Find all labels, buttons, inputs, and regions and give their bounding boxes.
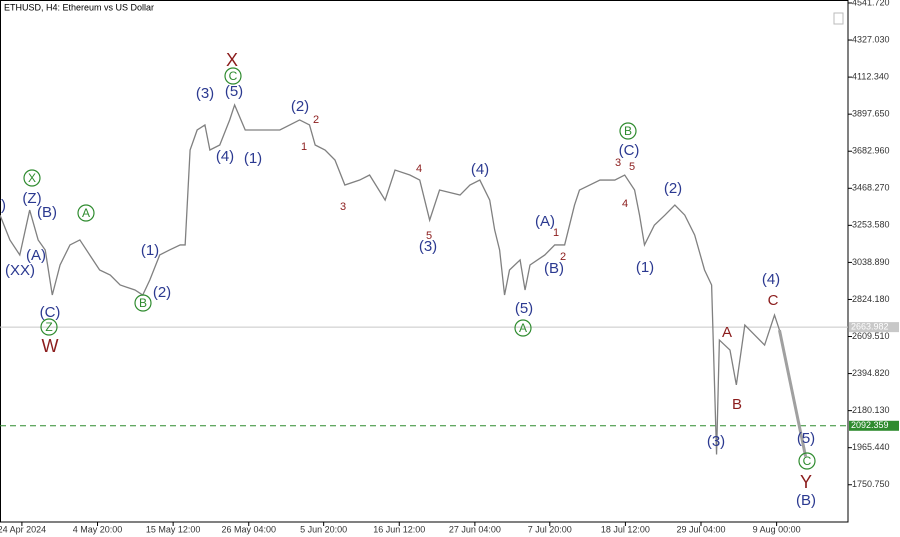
wave-label: A (519, 321, 527, 335)
y-tick-label: 2609.510 (852, 331, 890, 341)
wave-label: (Z) (22, 190, 41, 207)
x-tick-label: 4 May 20:00 (73, 524, 123, 534)
x-tick-label: 9 Aug 00:00 (753, 524, 801, 534)
x-tick-label: 24 Apr 2024 (0, 524, 46, 534)
y-tick-label: 3897.650 (852, 109, 890, 119)
wave-label: 2 (560, 251, 566, 263)
wave-circle (40, 318, 58, 336)
wave-label: (XX) (5, 262, 35, 279)
price-label-box (849, 322, 899, 333)
wave-label: (2) (291, 98, 309, 115)
y-tick-label: 2394.820 (852, 368, 890, 378)
wave-label: (1) (244, 150, 262, 167)
price-label-box (849, 420, 899, 431)
wave-label: 2 (313, 114, 319, 126)
wave-label: X (28, 171, 36, 185)
wave-label: (A) (535, 213, 555, 230)
x-tick-label: 5 Jun 20:00 (300, 524, 347, 534)
wave-label: (1) (141, 242, 159, 259)
wave-circle (798, 452, 816, 470)
wave-label: (Y) (0, 197, 6, 214)
x-tick-label: 15 May 12:00 (146, 524, 201, 534)
y-tick-label: 3682.960 (852, 146, 890, 156)
wave-label: 3 (615, 157, 621, 169)
wave-circle (134, 294, 152, 312)
wave-label: 1 (553, 227, 559, 239)
x-tick-label: 18 Jul 12:00 (601, 524, 650, 534)
wave-label: A (722, 324, 732, 341)
wave-circle (77, 204, 95, 222)
wave-label: 4 (622, 198, 628, 210)
x-tick-label: 7 Jul 20:00 (528, 524, 572, 534)
wave-label: 5 (426, 230, 432, 242)
y-tick-label: 4112.340 (852, 71, 889, 81)
wave-label: (B) (796, 492, 816, 509)
wave-label: (3) (419, 238, 437, 255)
wave-label: C (768, 292, 779, 309)
wave-label: 3 (340, 201, 346, 213)
plot-frame (0, 0, 849, 523)
wave-circle (514, 319, 532, 337)
x-tick-label: 27 Jun 04:00 (449, 524, 501, 534)
wave-label: B (624, 124, 632, 138)
wave-label: (C) (40, 304, 61, 321)
y-tick-label: 1965.440 (852, 442, 890, 452)
wave-label: (4) (471, 161, 489, 178)
wave-label: X (226, 50, 238, 70)
y-tick-label: 3038.890 (852, 257, 890, 267)
wave-label: (2) (664, 180, 682, 197)
wave-label: Y (800, 472, 812, 492)
wave-label: B (139, 296, 147, 310)
wave-label: (B) (37, 204, 57, 221)
wave-label: 1 (301, 141, 307, 153)
y-tick-label: 4327.030 (852, 34, 890, 44)
wave-label: C (229, 69, 238, 83)
x-tick-label: 16 Jun 12:00 (373, 524, 425, 534)
wave-label: (4) (216, 148, 234, 165)
wave-label: C (803, 454, 812, 468)
wave-label: (5) (797, 430, 815, 447)
wave-label: Z (45, 320, 52, 334)
price-line-series (0, 103, 781, 455)
y-tick-label: 1750.750 (852, 479, 890, 489)
wave-label: (4) (762, 271, 780, 288)
y-tick-label: 3253.580 (852, 220, 890, 230)
wave-circle (619, 122, 637, 140)
toolbar-icon[interactable] (833, 12, 844, 25)
projection-line (777, 329, 808, 457)
x-tick-label: 29 Jul 04:00 (676, 524, 725, 534)
wave-circle (23, 169, 41, 187)
wave-label: (3) (707, 433, 725, 450)
wave-label: (C) (619, 142, 640, 159)
price-label: 2092.359 (851, 420, 889, 430)
wave-label: (2) (153, 284, 171, 301)
x-tick-label: 26 May 04:00 (221, 524, 276, 534)
price-label: 2663.982 (851, 321, 889, 331)
y-tick-label: 4541.720 (852, 0, 890, 7)
y-tick-label: 3468.270 (852, 183, 890, 193)
wave-label: 5 (629, 161, 635, 173)
wave-label: (A) (26, 247, 46, 264)
y-tick-label: 2180.130 (852, 405, 890, 415)
wave-label: (5) (225, 83, 243, 100)
wave-circle (224, 67, 242, 85)
chart-title: ETHUSD, H4: Ethereum vs US Dollar (4, 2, 154, 12)
y-tick-label: 2824.180 (852, 294, 890, 304)
wave-label: (5) (515, 300, 533, 317)
plot-area (0, 103, 848, 457)
wave-label: 4 (416, 163, 422, 175)
wave-label: (1) (636, 259, 654, 276)
wave-label: W (42, 336, 59, 356)
wave-label: B (732, 396, 742, 413)
wave-label: A (82, 206, 90, 220)
wave-label: (B) (544, 260, 564, 277)
wave-label: (3) (196, 85, 214, 102)
